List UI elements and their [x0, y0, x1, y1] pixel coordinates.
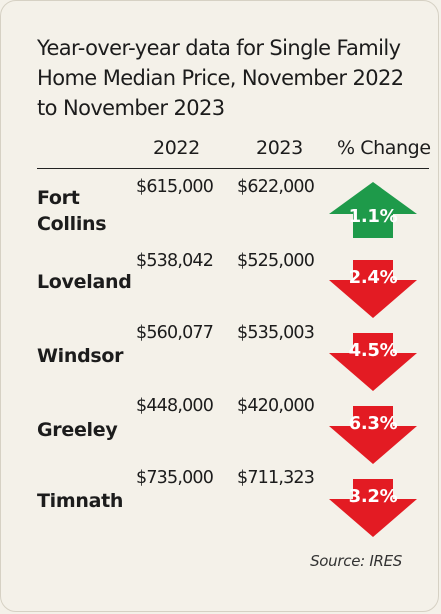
table-row: Loveland $538,042 $525,000 2.4%	[1, 251, 441, 321]
column-header-change: % Change	[337, 137, 431, 159]
column-header-2022: 2022	[153, 137, 200, 159]
price-2023: $535,003	[237, 323, 315, 343]
price-2023: $711,323	[237, 468, 315, 488]
city-name: Fort Collins	[37, 187, 107, 235]
change-arrow-shape	[329, 260, 417, 318]
percent-change: 4.5%	[348, 340, 398, 361]
city-name: Loveland	[37, 271, 132, 293]
price-2022: $735,000	[136, 468, 214, 488]
header-divider	[37, 168, 429, 169]
price-2023: $622,000	[237, 177, 315, 197]
table-row: Windsor $560,077 $535,003 4.5%	[1, 323, 441, 393]
price-2022: $615,000	[136, 177, 214, 197]
down-arrow-icon: 2.4%	[327, 258, 419, 320]
table-row: Fort Collins $615,000 $622,000 1.1%	[1, 177, 441, 247]
price-2022: $560,077	[136, 323, 214, 343]
percent-change: 6.3%	[348, 413, 398, 434]
down-arrow-icon: 4.5%	[327, 331, 419, 393]
column-header-2023: 2023	[256, 137, 303, 159]
chart-title: Year-over-year data for Single Family Ho…	[37, 36, 404, 120]
percent-change: 3.2%	[348, 486, 398, 507]
down-arrow-icon: 3.2%	[327, 477, 419, 539]
city-name: Windsor	[37, 345, 124, 367]
price-2022: $538,042	[136, 251, 214, 271]
change-arrow-shape	[329, 333, 417, 391]
percent-change: 2.4%	[348, 267, 398, 288]
city-name: Timnath	[37, 490, 124, 512]
up-arrow-icon: 1.1%	[327, 180, 419, 242]
change-arrow-shape	[329, 479, 417, 537]
price-2023: $525,000	[237, 251, 315, 271]
source-note: Source: IRES	[310, 552, 402, 570]
change-arrow-shape	[329, 406, 417, 464]
price-2023: $420,000	[237, 396, 315, 416]
change-arrow-shape	[329, 182, 417, 238]
table-row: Timnath $735,000 $711,323 3.2%	[1, 468, 441, 538]
table-row: Greeley $448,000 $420,000 6.3%	[1, 396, 441, 466]
percent-change: 1.1%	[348, 206, 398, 227]
city-name: Greeley	[37, 419, 118, 441]
price-2022: $448,000	[136, 396, 214, 416]
down-arrow-icon: 6.3%	[327, 404, 419, 466]
